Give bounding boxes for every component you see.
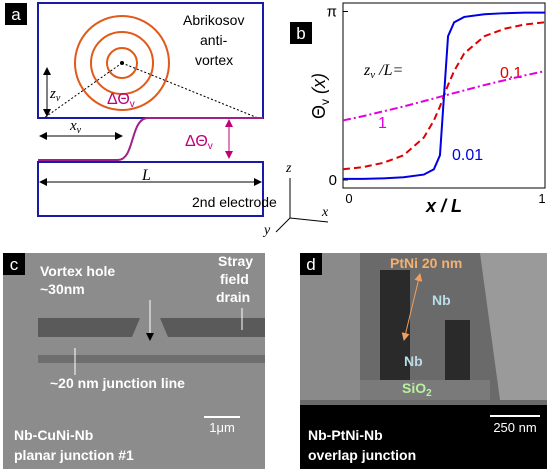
subscript: 2 (426, 388, 432, 399)
annotation: PtNi 20 nm (390, 255, 462, 271)
panel-label: b (296, 24, 305, 43)
series-label: 1 (378, 115, 387, 132)
series-line (343, 13, 545, 179)
figure: a Abrikosov anti- vortex zv ΔΘv ΔΘv xv L… (0, 0, 550, 471)
y-axis-label: Θv (x) (309, 73, 332, 119)
panel-a: a Abrikosov anti- vortex zv ΔΘv ΔΘv xv L… (5, 3, 329, 238)
subscript: v (130, 99, 135, 110)
electrode-shape (38, 318, 140, 337)
axis-letter: y (262, 223, 271, 238)
x-tick-label: 0 (345, 191, 352, 206)
vortex-text: anti- (200, 32, 228, 48)
xv-label: xv (69, 118, 82, 136)
sem-structure (300, 253, 360, 400)
subscript: v (77, 125, 82, 136)
symbol: SiO (402, 380, 426, 396)
panel-b: b Θv (x) x / L zv /L= 0 π 0 1 0.1 1 0.01 (290, 3, 546, 216)
panel-label: c (10, 255, 19, 274)
scale-label: 1μm (209, 420, 235, 435)
caption: planar junction #1 (14, 447, 134, 463)
subscript: v (56, 93, 61, 104)
caption: Nb-PtNi-Nb (308, 427, 383, 443)
coordinate-axes (276, 178, 328, 232)
annotation: ~30nm (40, 281, 85, 297)
panel-label: a (11, 5, 21, 24)
x-tick-label: 1 (538, 191, 545, 206)
panel-label: d (306, 255, 315, 274)
x-axis-label: x / L (425, 196, 462, 216)
annotation: Nb (432, 292, 451, 308)
scale-label: 250 nm (493, 420, 536, 435)
zv-label: zv (49, 86, 61, 104)
axis-letter: z (285, 161, 292, 176)
l-label: L (141, 167, 151, 184)
subscript: v (208, 141, 213, 152)
electrode-label: 2nd electrode (192, 194, 277, 210)
annotation: field (220, 271, 249, 287)
legend-title: zv /L= (363, 62, 403, 81)
vortex-text: Abrikosov (183, 12, 244, 28)
rest: (x) (309, 73, 329, 99)
y-tick-label: π (327, 3, 337, 20)
y-tick-label: 0 (329, 172, 337, 189)
junction-line (38, 355, 265, 363)
annotation: drain (216, 289, 250, 305)
dtheta-label: ΔΘv (107, 91, 135, 110)
sem-structure (445, 320, 470, 380)
series-label: 0.01 (452, 147, 483, 164)
panel-d: d PtNi 20 nm Nb Nb SiO2 250 nm Nb-PtNi-N… (300, 253, 547, 469)
caption: Nb-CuNi-Nb (14, 427, 93, 443)
symbol: ΔΘ (185, 133, 208, 150)
dtheta-label: ΔΘv (185, 133, 213, 152)
rest: /L= (375, 62, 403, 79)
vortex-text: vortex (195, 52, 233, 68)
symbol: ΔΘ (107, 91, 130, 108)
electrode-shape (160, 318, 265, 337)
axis-letter: x (321, 205, 329, 220)
caption: overlap junction (308, 447, 416, 463)
annotation: ~20 nm junction line (50, 375, 185, 391)
annotation: Stray (218, 253, 253, 269)
series-label: 0.1 (500, 65, 522, 82)
symbol: Θ (309, 105, 329, 119)
annotation: Nb (404, 353, 423, 369)
panel-c: c Vortex hole ~30nm Stray field drain ~2… (3, 253, 265, 469)
annotation: Vortex hole (40, 263, 115, 279)
